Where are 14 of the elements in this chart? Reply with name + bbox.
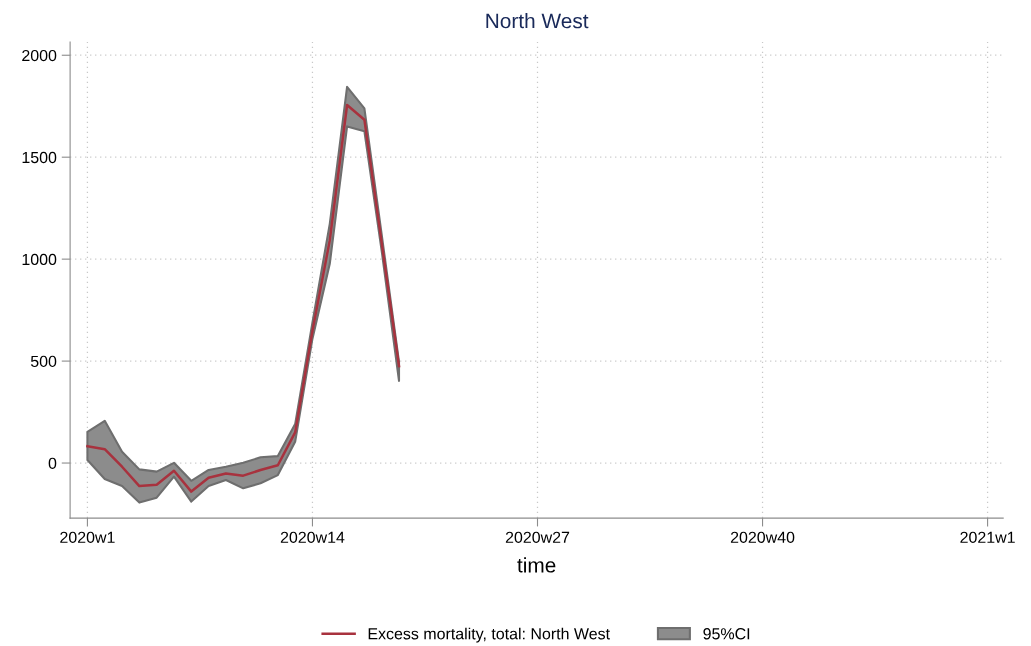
x-tick-label: 2020w14 bbox=[280, 531, 345, 544]
y-tick-label: 2000 bbox=[22, 49, 57, 62]
x-axis-title: time bbox=[517, 557, 556, 573]
legend-label: Excess mortality, total: North West bbox=[368, 627, 610, 643]
y-tick-label: 500 bbox=[30, 355, 57, 368]
legend-label: 95%CI bbox=[703, 628, 750, 640]
x-tick-label: 2020w27 bbox=[505, 531, 570, 544]
y-tick-label: 0 bbox=[48, 457, 57, 469]
x-tick-label: 2020w40 bbox=[730, 531, 795, 544]
chart-title: North West bbox=[486, 13, 589, 29]
y-tick-label: 1500 bbox=[22, 151, 57, 164]
x-tick-label: 2021w1 bbox=[960, 531, 1015, 544]
x-tick-label: 2020w1 bbox=[60, 531, 115, 544]
y-tick-label: 1000 bbox=[22, 253, 57, 266]
